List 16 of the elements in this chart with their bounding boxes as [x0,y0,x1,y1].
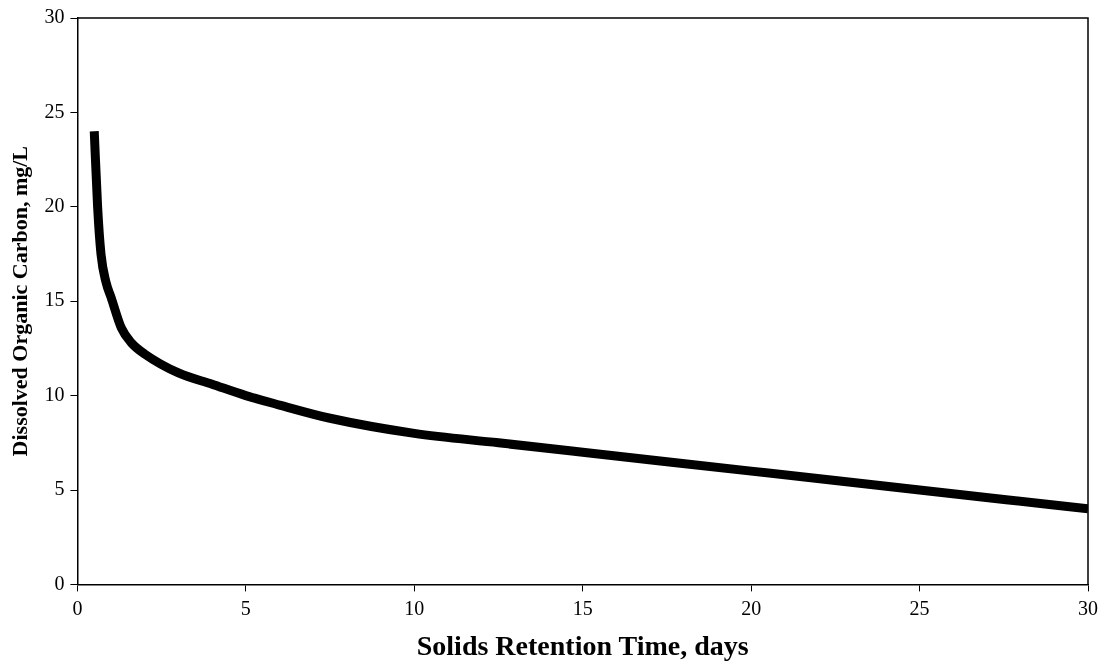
y-tick-label: 5 [54,477,65,500]
y-tick-label: 25 [44,99,65,122]
x-tick-label: 5 [240,596,251,619]
x-tick-label: 20 [741,596,762,619]
x-tick-label: 25 [909,596,930,619]
x-axis-title: Solids Retention Time, days [416,630,749,662]
y-tick-label: 0 [54,571,65,594]
x-tick-label: 30 [1078,596,1098,619]
y-tick-label: 15 [44,288,65,311]
y-tick-label: 30 [44,5,65,28]
x-tick-label: 15 [572,596,593,619]
y-tick-label: 10 [44,382,65,405]
x-tick-label: 0 [72,596,83,619]
x-tick-label: 10 [404,596,425,619]
y-axis-title: Dissolved Organic Carbon, mg/L [6,145,32,457]
y-tick-label: 20 [44,194,65,217]
